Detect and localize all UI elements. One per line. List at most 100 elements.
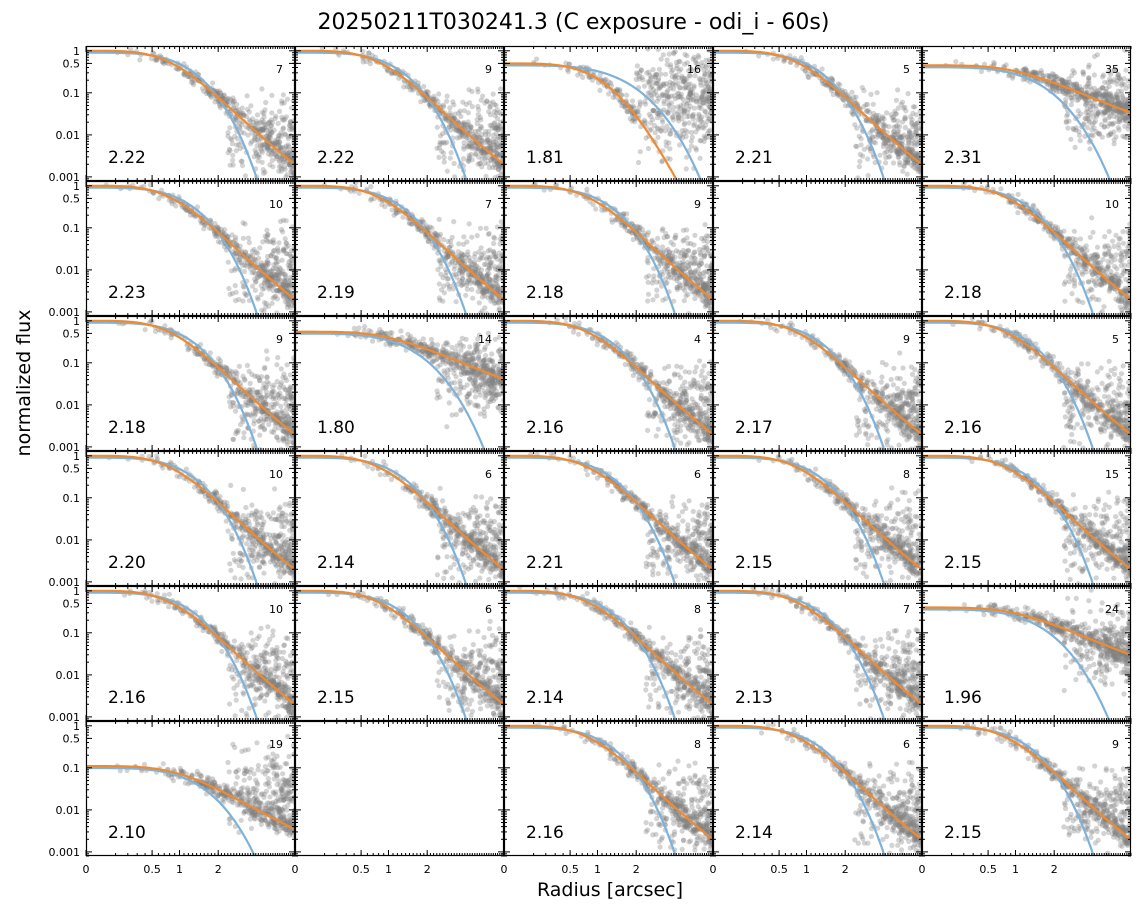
data-point [290, 127, 295, 133]
data-point [256, 125, 262, 131]
data-point [254, 153, 261, 159]
data-point [279, 100, 285, 106]
data-point [266, 134, 272, 140]
data-point [1095, 110, 1101, 116]
data-point [475, 112, 481, 118]
data-point [269, 157, 275, 164]
data-point [494, 144, 500, 150]
data-point [396, 75, 402, 81]
data-point [1109, 96, 1115, 102]
data-point [287, 127, 293, 133]
data-point [458, 113, 464, 119]
data-point [648, 120, 654, 126]
data-point [565, 69, 571, 75]
data-point [444, 93, 450, 99]
data-point [491, 108, 497, 114]
data-point [430, 96, 437, 102]
data-point [650, 108, 657, 114]
data-point [498, 168, 504, 174]
data-point [667, 146, 673, 152]
data-point [289, 169, 295, 175]
data-point [1077, 138, 1083, 144]
data-point [646, 111, 652, 117]
data-point [865, 107, 871, 114]
data-point [457, 108, 463, 114]
data-point [698, 82, 704, 88]
data-point [698, 138, 704, 144]
source-count-label: 10 [269, 198, 283, 211]
data-point [475, 103, 481, 110]
data-point [488, 157, 494, 164]
data-point [477, 148, 483, 154]
data-point [259, 307, 265, 313]
data-point [271, 148, 277, 154]
data-point [261, 141, 267, 147]
data-point [451, 219, 457, 225]
data-point [498, 163, 504, 170]
data-point [443, 115, 449, 122]
data-point [488, 157, 494, 163]
data-point [466, 156, 472, 162]
data-point [436, 91, 442, 97]
data-point [285, 142, 291, 148]
data-point [236, 124, 243, 130]
data-point [244, 93, 250, 99]
data-point [434, 124, 440, 130]
data-point [269, 129, 275, 135]
data-point [450, 99, 456, 105]
data-point [673, 32, 678, 37]
data-point [268, 268, 274, 274]
data-point [288, 168, 294, 174]
data-point [642, 101, 649, 107]
data-point [227, 147, 233, 154]
data-point [852, 122, 858, 128]
data-point [477, 160, 483, 167]
data-point [484, 155, 490, 161]
data-point [1071, 70, 1078, 76]
data-point [456, 127, 462, 133]
data-point [1065, 80, 1071, 86]
data-point [495, 134, 501, 140]
data-point [475, 161, 481, 167]
data-point [704, 118, 711, 124]
data-point [284, 151, 290, 157]
data-point [463, 292, 469, 298]
data-point [472, 128, 479, 135]
data-point [889, 147, 895, 153]
data-point [477, 225, 484, 231]
data-point [915, 125, 921, 131]
data-point [1066, 118, 1072, 124]
data-point [286, 144, 292, 150]
data-point [451, 102, 457, 108]
data-point [476, 146, 482, 152]
data-point [484, 138, 490, 144]
data-point [231, 98, 238, 104]
data-point [466, 137, 472, 143]
data-point [257, 143, 263, 149]
panel: 2.21 5 [712, 45, 923, 182]
data-point [481, 261, 487, 268]
data-point [610, 94, 616, 100]
data-point [282, 145, 288, 151]
data-point [244, 106, 251, 112]
data-point [258, 119, 264, 125]
data-point [690, 97, 696, 103]
data-point [367, 61, 373, 67]
data-point [1114, 92, 1120, 98]
data-point [663, 139, 669, 145]
data-point [1080, 69, 1086, 75]
data-point [490, 91, 496, 97]
data-point [478, 117, 484, 123]
data-point [1101, 110, 1107, 116]
data-point [275, 120, 281, 126]
fwhm-label: 2.21 [735, 148, 773, 168]
data-point [1073, 81, 1079, 88]
data-point [265, 144, 271, 150]
chart-title: 20250211T030241.3 (C exposure - odi_i - … [0, 10, 1147, 35]
data-point [277, 132, 283, 138]
data-point [467, 126, 473, 132]
data-point [700, 100, 706, 107]
data-point [250, 119, 256, 126]
